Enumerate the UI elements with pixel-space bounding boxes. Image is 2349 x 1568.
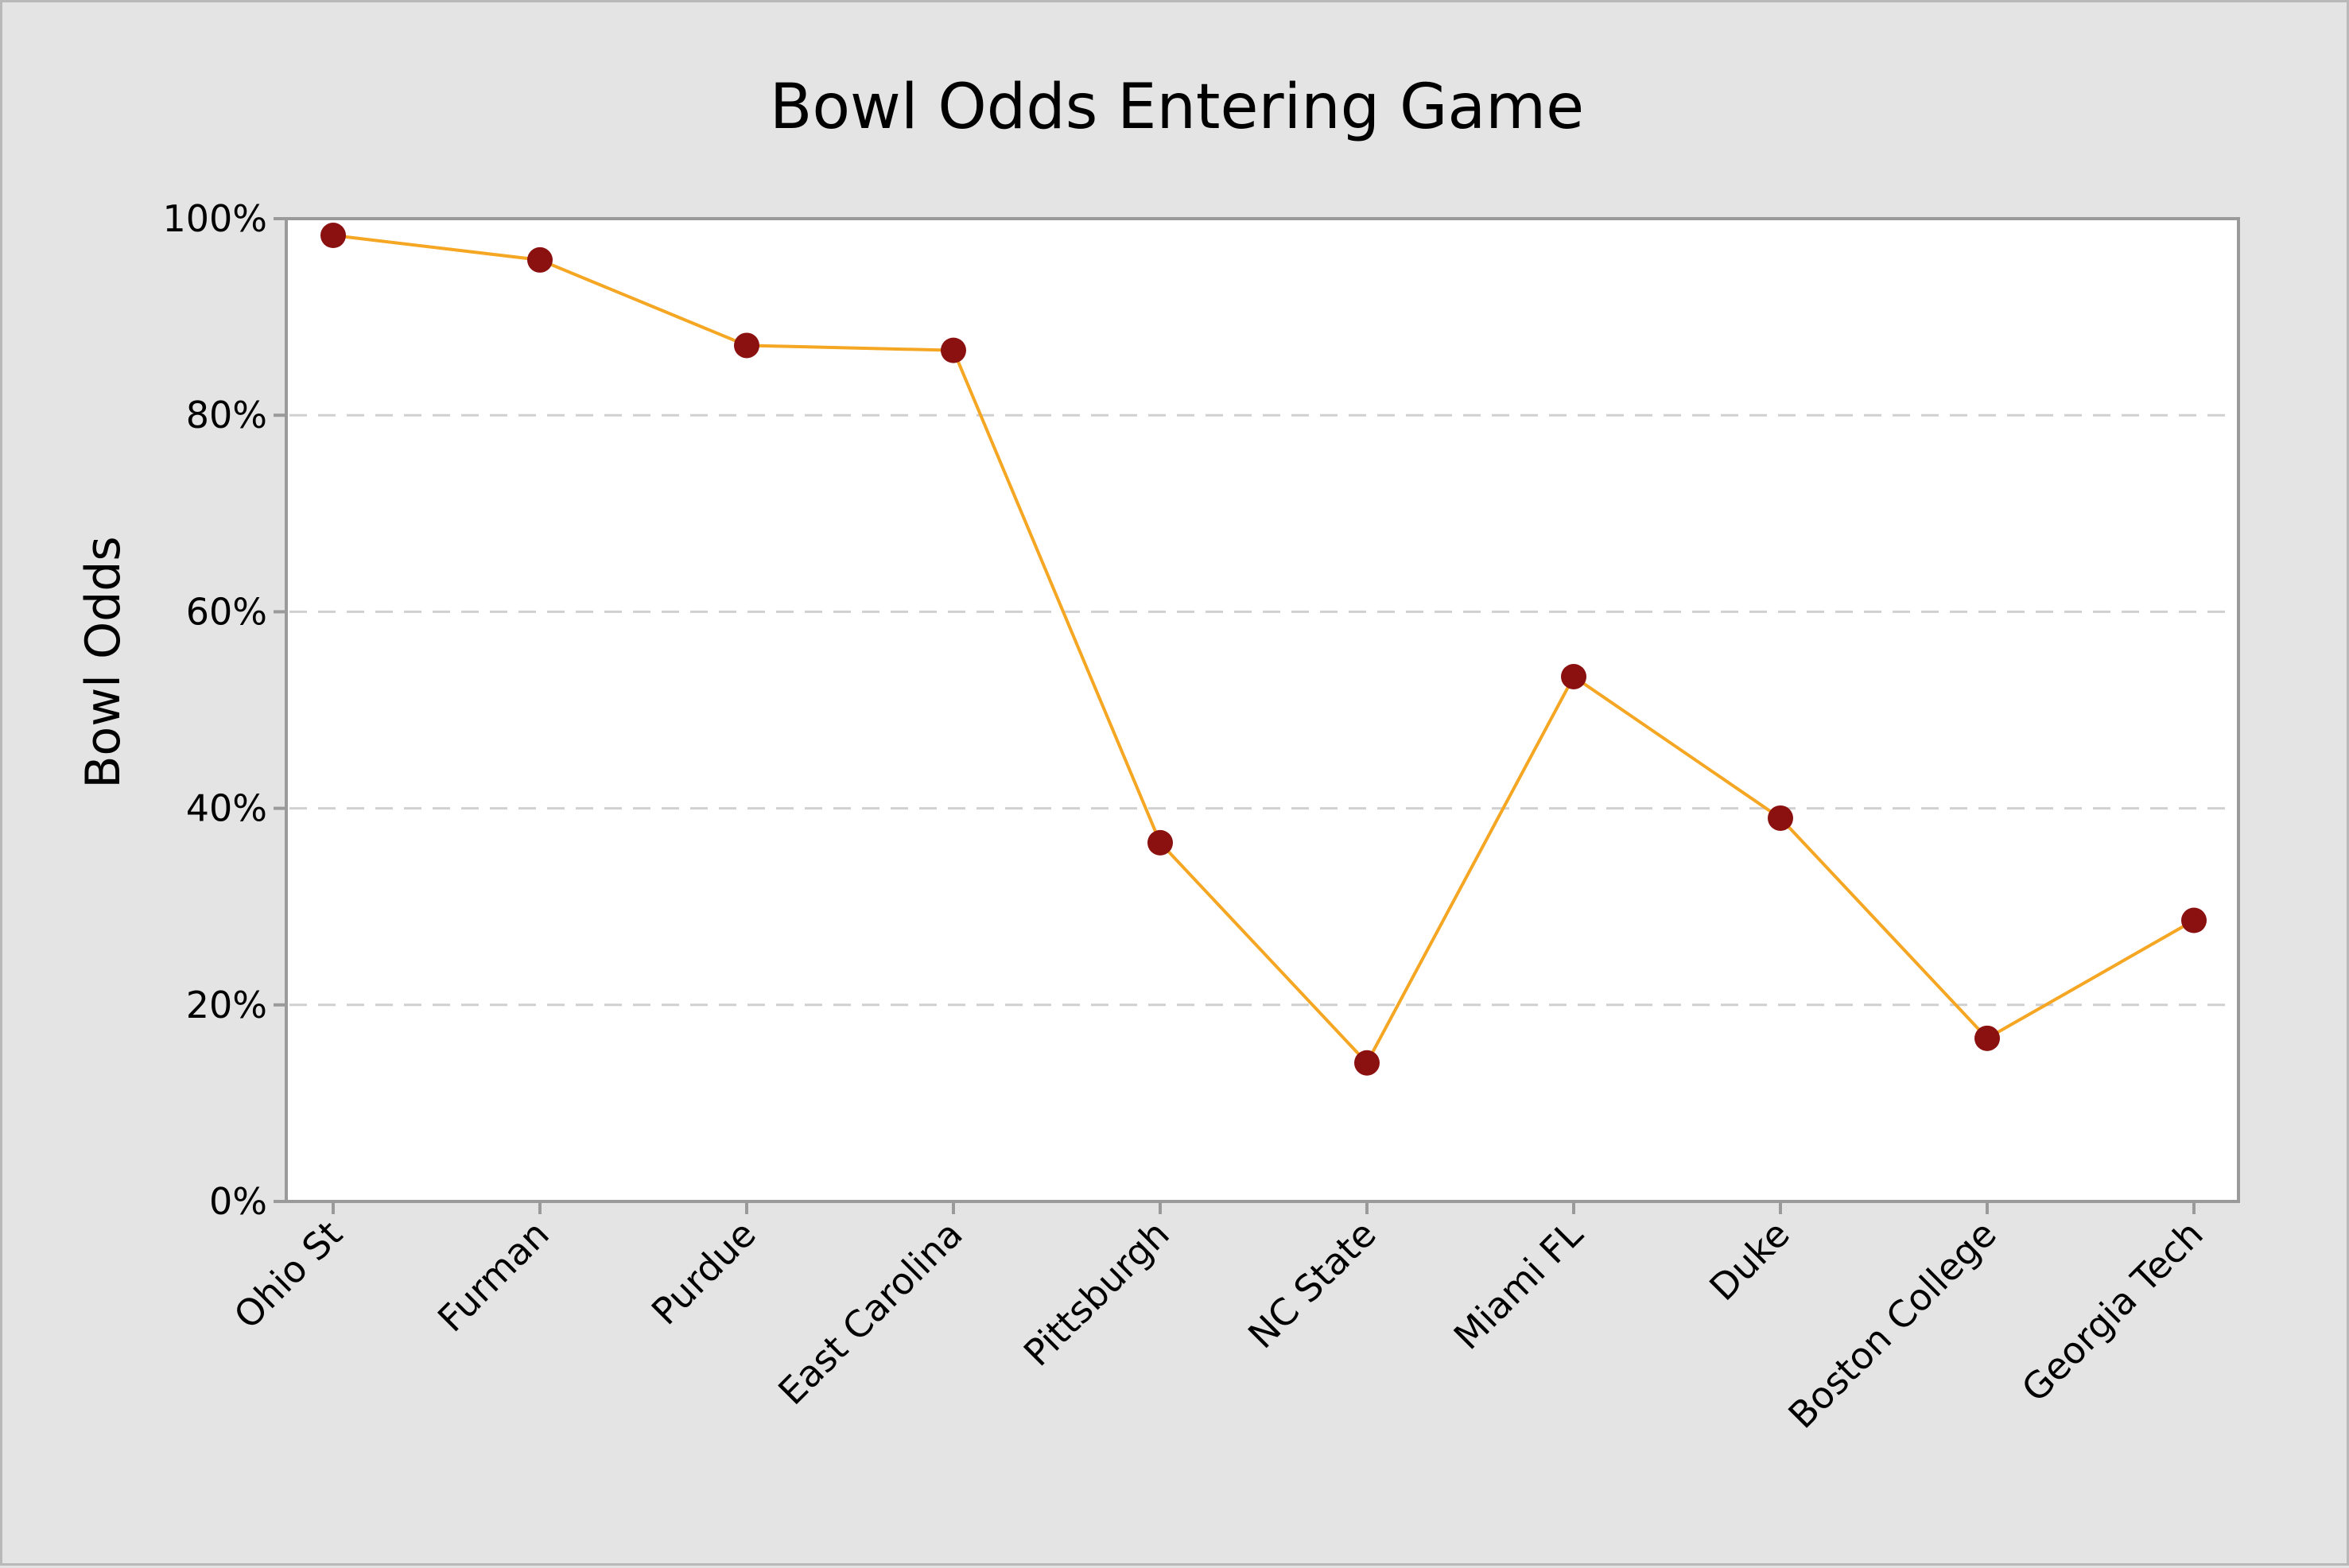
series-line — [332, 234, 2195, 1065]
data-point — [1974, 1025, 2000, 1051]
y-tick-label: 80% — [186, 394, 267, 437]
plot-area — [285, 217, 2240, 1203]
data-point — [527, 246, 553, 273]
x-tick-label: Ohio St — [226, 1213, 351, 1337]
data-point — [1768, 805, 1793, 831]
x-tick-label: Duke — [1701, 1213, 1798, 1310]
series — [320, 223, 2207, 1076]
x-tick-label: Georgia Tech — [2013, 1213, 2211, 1411]
chart-title: Bowl Odds Entering Game — [770, 72, 1584, 143]
x-tick-label: Furman — [429, 1213, 557, 1341]
gridlines — [289, 413, 2235, 1007]
y-tick-label: 20% — [186, 984, 267, 1027]
data-point — [1147, 829, 1173, 856]
x-tick-label: Pittsburgh — [1015, 1213, 1178, 1375]
x-tick-label: Boston College — [1780, 1213, 2004, 1437]
data-point — [2181, 907, 2207, 933]
y-tick-label: 40% — [186, 787, 267, 830]
x-tick-label: NC State — [1240, 1213, 1384, 1357]
y-tick-label: 60% — [186, 590, 267, 633]
data-point — [1354, 1050, 1380, 1076]
x-tick-label: East Carolina — [770, 1213, 971, 1414]
x-tick-label: Purdue — [643, 1213, 764, 1333]
y-tick-label: 100% — [162, 197, 267, 240]
data-point — [734, 332, 759, 359]
data-point — [1561, 663, 1586, 689]
y-axis-label: Bowl Odds — [76, 536, 131, 788]
data-point — [941, 337, 966, 363]
y-tick-label: 0% — [209, 1180, 267, 1223]
x-tick-label: Miami FL — [1446, 1212, 1591, 1357]
data-point — [320, 223, 346, 249]
